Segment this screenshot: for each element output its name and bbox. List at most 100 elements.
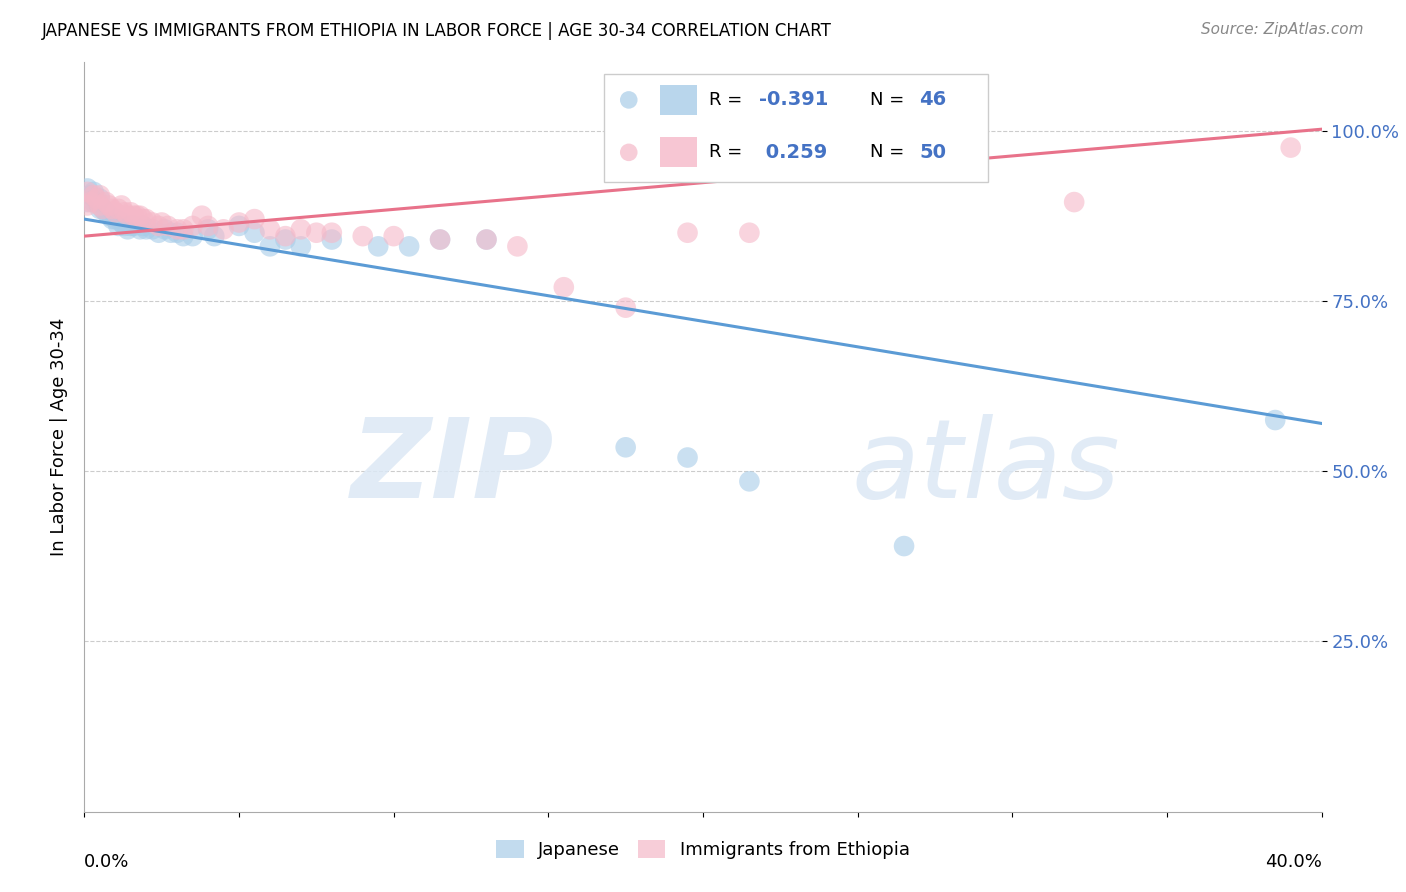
Point — [191, 209, 214, 223]
Point — [107, 202, 129, 216]
Point — [172, 222, 194, 236]
Point — [120, 205, 142, 219]
Point — [110, 215, 132, 229]
Point — [86, 195, 108, 210]
Text: atlas: atlas — [852, 414, 1121, 521]
Text: R =: R = — [709, 91, 748, 109]
Point — [321, 233, 343, 247]
FancyBboxPatch shape — [659, 137, 697, 168]
Point — [321, 226, 343, 240]
Text: -0.391: -0.391 — [759, 90, 828, 110]
Point — [114, 205, 136, 219]
Point — [98, 209, 121, 223]
Text: N =: N = — [870, 144, 910, 161]
Point — [676, 450, 699, 465]
Point — [475, 233, 498, 247]
Point — [89, 192, 111, 206]
Text: N =: N = — [870, 91, 910, 109]
Point — [101, 202, 124, 216]
FancyBboxPatch shape — [659, 85, 697, 115]
Point — [429, 233, 451, 247]
Point — [676, 226, 699, 240]
Point — [94, 205, 117, 219]
Point — [738, 475, 761, 489]
Point — [107, 219, 129, 233]
Text: ZIP: ZIP — [352, 414, 554, 521]
Point — [76, 181, 98, 195]
Point — [114, 219, 136, 233]
Text: 0.0%: 0.0% — [84, 853, 129, 871]
Point — [76, 198, 98, 212]
Y-axis label: In Labor Force | Age 30-34: In Labor Force | Age 30-34 — [49, 318, 67, 557]
Point — [79, 195, 101, 210]
Point — [141, 222, 163, 236]
Point — [89, 198, 111, 212]
Point — [89, 188, 111, 202]
Point — [83, 185, 105, 199]
Point — [83, 188, 105, 202]
Point — [429, 233, 451, 247]
Point — [197, 222, 219, 236]
Text: 46: 46 — [920, 90, 946, 110]
Point — [148, 219, 170, 233]
Point — [228, 219, 250, 233]
Point — [228, 215, 250, 229]
Point — [202, 229, 225, 244]
Point — [181, 219, 204, 233]
Point — [153, 222, 176, 236]
Point — [98, 198, 121, 212]
Point — [160, 226, 183, 240]
Point — [150, 215, 173, 229]
Point — [382, 229, 405, 244]
Point — [141, 215, 163, 229]
Point — [76, 195, 98, 210]
Point — [94, 195, 117, 210]
Point — [475, 233, 498, 247]
Point — [367, 239, 389, 253]
Point — [120, 219, 142, 233]
Point — [1279, 140, 1302, 154]
Text: 0.259: 0.259 — [759, 143, 827, 161]
Point — [129, 209, 152, 223]
FancyBboxPatch shape — [605, 74, 987, 182]
Point — [129, 222, 152, 236]
Point — [738, 226, 761, 240]
Point — [274, 229, 297, 244]
Point — [259, 239, 281, 253]
Point — [122, 219, 145, 233]
Point — [274, 233, 297, 247]
Point — [156, 219, 179, 233]
Point — [1264, 413, 1286, 427]
Text: JAPANESE VS IMMIGRANTS FROM ETHIOPIA IN LABOR FORCE | AGE 30-34 CORRELATION CHAR: JAPANESE VS IMMIGRANTS FROM ETHIOPIA IN … — [42, 22, 832, 40]
Point — [212, 222, 235, 236]
Legend: Japanese, Immigrants from Ethiopia: Japanese, Immigrants from Ethiopia — [489, 832, 917, 866]
Point — [305, 226, 328, 240]
Point — [290, 239, 312, 253]
Point — [166, 226, 188, 240]
Text: 50: 50 — [920, 143, 946, 161]
Point — [91, 202, 114, 216]
Point — [104, 212, 127, 227]
Point — [125, 209, 148, 223]
Text: Source: ZipAtlas.com: Source: ZipAtlas.com — [1201, 22, 1364, 37]
Point — [352, 229, 374, 244]
Point — [110, 198, 132, 212]
Point — [172, 229, 194, 244]
Point — [89, 202, 111, 216]
Point — [181, 229, 204, 244]
Point — [290, 222, 312, 236]
Point — [553, 280, 575, 294]
Point — [91, 202, 114, 216]
Point — [117, 222, 139, 236]
Point — [243, 226, 266, 240]
Point — [132, 212, 155, 227]
Point — [104, 205, 127, 219]
Point — [197, 219, 219, 233]
Point — [135, 212, 157, 227]
Point — [506, 239, 529, 253]
Point — [86, 192, 108, 206]
Point — [1063, 195, 1085, 210]
Point — [83, 195, 105, 210]
Text: R =: R = — [709, 144, 748, 161]
Point — [614, 301, 637, 315]
